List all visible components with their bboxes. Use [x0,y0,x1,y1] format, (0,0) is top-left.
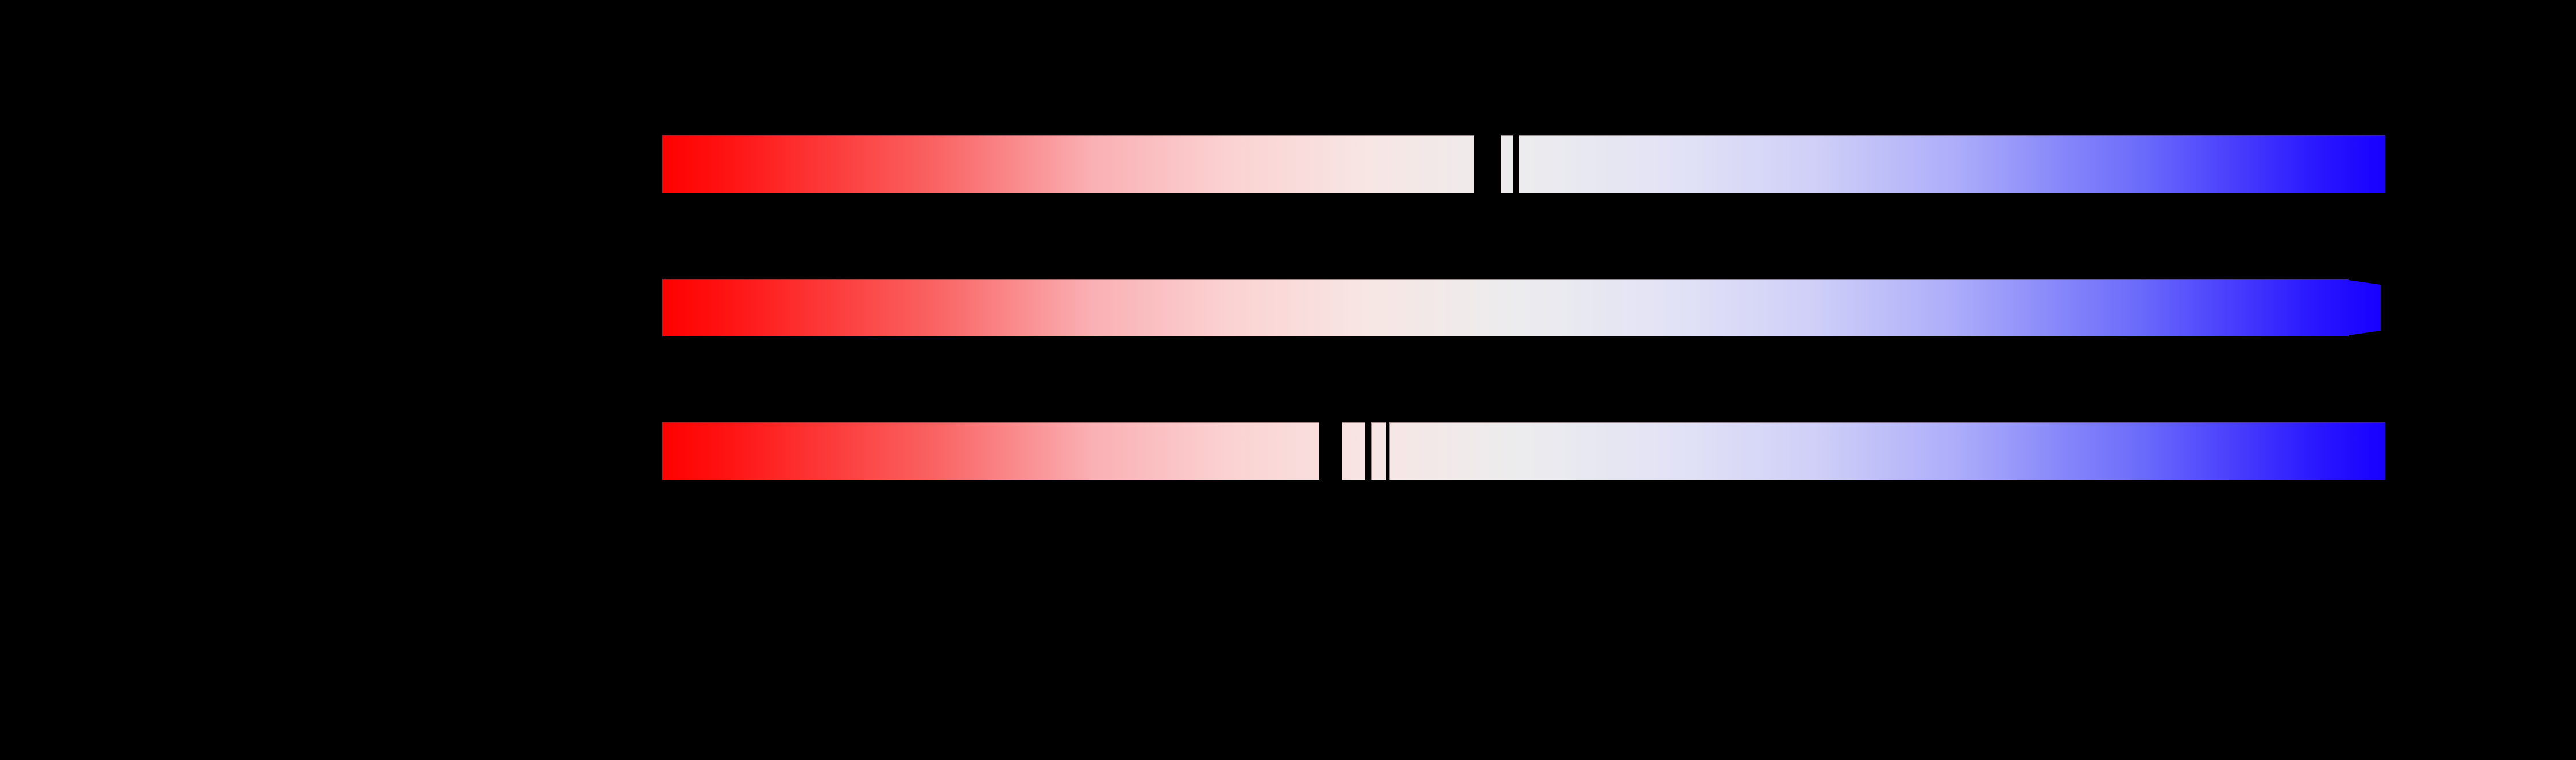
colorbar-row-1[interactable] [0,135,2576,193]
colorbar-row-3-segment-2[interactable] [1342,422,1365,480]
colorbar-row-3-segment-3[interactable] [1371,422,1386,480]
colorbar-row-3[interactable] [0,422,2576,480]
colorbar-row-2-endcap-taper-top [2349,279,2381,285]
colorbar-row-1-segment-3[interactable] [1519,135,2385,193]
colorbar-row-2-endcap-taper-bottom [2349,331,2381,336]
colorbar-row-2-segment-1[interactable] [662,279,2381,336]
colorbar-row-1-segment-2[interactable] [1501,135,1513,193]
colorbar-row-3-segment-1[interactable] [662,422,1319,480]
colorbar-row-1-segment-1[interactable] [662,135,1474,193]
colorbar-row-3-segment-4[interactable] [1389,422,2385,480]
colorbar-row-2[interactable] [0,279,2576,336]
